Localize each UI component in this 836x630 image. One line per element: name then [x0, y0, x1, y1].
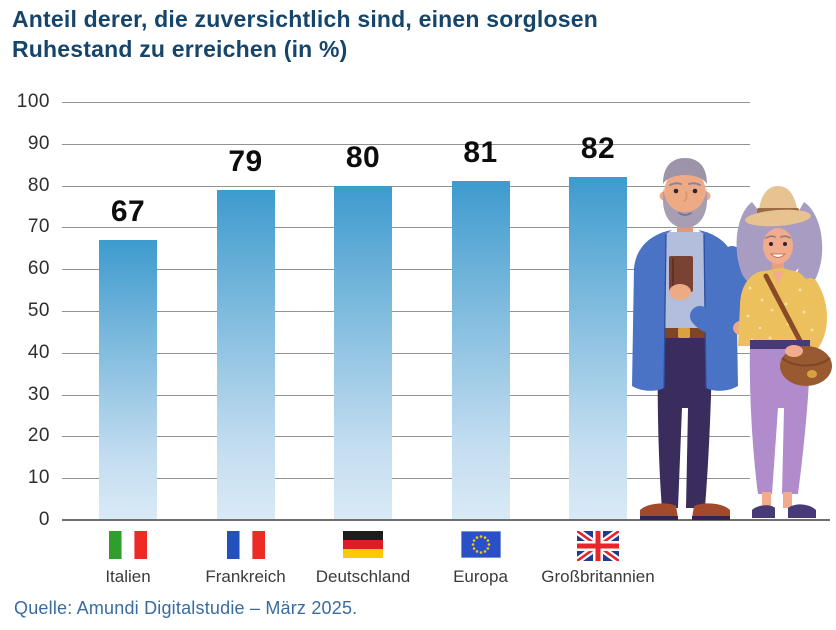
- value-label-europa: 81: [463, 136, 498, 170]
- bar-frankreich: [216, 189, 275, 520]
- category-label-deutschland: Deutschland: [315, 567, 411, 586]
- gridline: [62, 436, 750, 438]
- category-label-italien: Italien: [105, 567, 151, 586]
- chart-title: Anteil derer, die zuversichtlich sind, e…: [12, 6, 598, 62]
- gridline: [62, 143, 750, 145]
- bar-europa: [451, 181, 510, 520]
- man-figure: [632, 158, 755, 520]
- value-label-großbritannien: 82: [580, 132, 616, 166]
- y-tick-label: 50: [27, 300, 50, 321]
- category-label-frankreich: Frankreich: [205, 567, 286, 586]
- bar-italien: [99, 239, 157, 520]
- gridline: [62, 352, 750, 354]
- italy-flag-icon: [109, 531, 147, 559]
- value-label-frankreich: 79: [228, 144, 263, 178]
- germany-flag-icon: [343, 531, 383, 558]
- category-label-europa: Europa: [453, 567, 508, 586]
- france-flag-icon: [226, 531, 265, 559]
- y-tick-label: 0: [38, 509, 50, 530]
- gridline: [62, 394, 750, 396]
- retired-couple-illustration: [612, 158, 836, 522]
- y-tick-label: 80: [27, 174, 50, 196]
- uk-flag-icon: [574, 528, 622, 564]
- bar-großbritannien: [569, 177, 627, 520]
- y-tick-label: 100: [16, 91, 50, 112]
- bar-deutschland: [334, 185, 392, 520]
- gridline: [62, 269, 750, 271]
- gridline: [62, 185, 750, 187]
- x-axis-line: [62, 519, 830, 521]
- y-tick-label: 10: [27, 467, 50, 489]
- y-tick-label: 20: [27, 425, 50, 447]
- eu-flag-icon: [460, 530, 501, 559]
- gridline: [62, 478, 750, 480]
- gridline: [62, 102, 750, 103]
- y-tick-label: 90: [27, 132, 50, 154]
- value-label-italien: 67: [110, 194, 146, 228]
- gridline: [62, 227, 750, 229]
- value-label-deutschland: 80: [345, 140, 381, 174]
- woman-figure: [736, 186, 832, 518]
- gridline: [62, 311, 750, 312]
- y-tick-label: 40: [27, 341, 50, 363]
- category-label-großbritannien: Großbritannien: [541, 567, 655, 586]
- y-tick-label: 30: [27, 383, 50, 405]
- source-caption: Quelle: Amundi Digitalstudie – März 2025…: [14, 598, 358, 618]
- y-tick-label: 60: [27, 258, 50, 280]
- y-tick-label: 70: [27, 216, 50, 238]
